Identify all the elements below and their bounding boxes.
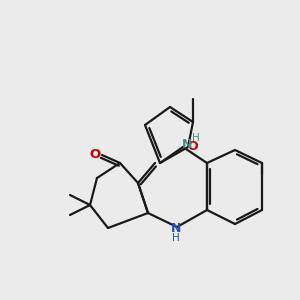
Text: O: O (89, 148, 100, 161)
Text: N: N (182, 139, 192, 152)
Text: N: N (171, 221, 181, 235)
Text: O: O (188, 140, 198, 152)
Text: H: H (192, 133, 200, 143)
Text: H: H (172, 233, 180, 243)
